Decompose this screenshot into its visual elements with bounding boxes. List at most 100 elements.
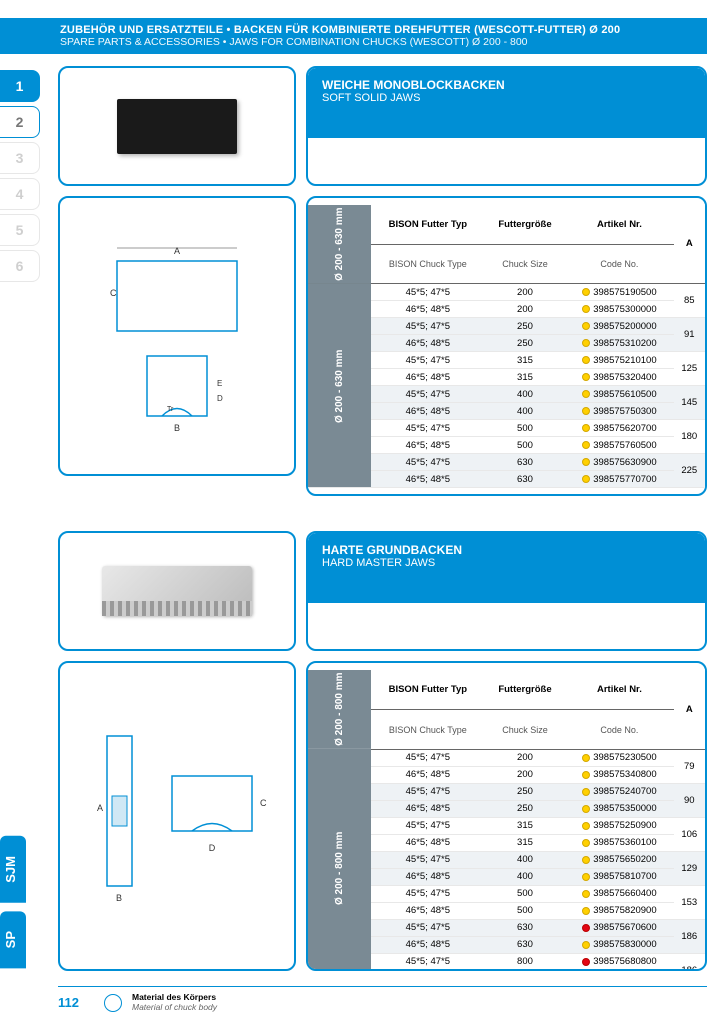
cell-type: 46*5; 48*5 (371, 301, 485, 318)
col-code-en: Code No. (565, 245, 673, 284)
table-row: Ø 200 - 630 mm45*5; 47*52003985751905008… (308, 284, 705, 301)
spec-table-soft-jaws: Ø 200 - 630 mm BISON Futter Typ Futtergr… (306, 196, 707, 496)
svg-text:A: A (97, 803, 103, 813)
tab-3[interactable]: 3 (0, 142, 40, 174)
table-row: Ø 200 - 800 mm45*5; 47*52003985752305007… (308, 749, 705, 766)
tech-drawing-master-jaws: A D C B (58, 661, 296, 971)
cell-code: 398575230500 (565, 749, 673, 766)
cell-type: 46*5; 48*5 (371, 766, 485, 783)
cell-size: 400 (485, 386, 566, 403)
cell-code: 398575670600 (565, 919, 673, 936)
cell-type: 46*5; 48*5 (371, 800, 485, 817)
svg-text:A: A (174, 246, 180, 256)
cell-size: 250 (485, 335, 566, 352)
drawing-svg-1: A C B D E Tr (92, 236, 262, 436)
cell-type: 45*5; 47*5 (371, 386, 485, 403)
cell-size: 800 (485, 953, 566, 970)
cell-code: 398575810700 (565, 868, 673, 885)
availability-dot-icon (582, 339, 590, 347)
cell-type: 45*5; 47*5 (371, 885, 485, 902)
col-size-en: Chuck Size (485, 245, 566, 284)
cell-dim-a: 85 (674, 284, 705, 318)
cell-type: 45*5; 47*5 (371, 817, 485, 834)
availability-dot-icon (582, 305, 590, 313)
tab-1[interactable]: 1 (0, 70, 40, 102)
cell-dim-a: 106 (674, 817, 705, 851)
table-row: 46*5; 48*5800398575840200 (308, 970, 705, 971)
tab-5[interactable]: 5 (0, 214, 40, 246)
spec-table-master-jaws: Ø 200 - 800 mm BISON Futter Typ Futtergr… (306, 661, 707, 971)
cell-size: 315 (485, 352, 566, 369)
cell-code: 398575820900 (565, 902, 673, 919)
availability-dot-icon (582, 475, 590, 483)
cell-size: 315 (485, 817, 566, 834)
col2-code-de: Artikel Nr. (565, 669, 673, 710)
cell-dim-a: 129 (674, 851, 705, 885)
cell-type: 45*5; 47*5 (371, 783, 485, 800)
cell-dim-a: 90 (674, 783, 705, 817)
availability-dot-icon (582, 788, 590, 796)
cell-code: 398575830000 (565, 936, 673, 953)
tab-2[interactable]: 2 (0, 106, 40, 138)
cell-dim-a: 153 (674, 885, 705, 919)
availability-dot-icon (582, 839, 590, 847)
cell-type: 45*5; 47*5 (371, 749, 485, 766)
col-a: A (674, 204, 705, 284)
cell-size: 200 (485, 749, 566, 766)
availability-dot-icon (582, 390, 590, 398)
svg-text:D: D (209, 843, 216, 853)
availability-dot-icon (582, 407, 590, 415)
cell-dim-a: 79 (674, 749, 705, 783)
side-label-sp: SP (0, 911, 26, 968)
cell-size: 250 (485, 800, 566, 817)
availability-dot-icon (582, 373, 590, 381)
header-title-de: ZUBEHÖR UND ERSATZTEILE • BACKEN FÜR KOM… (60, 24, 697, 36)
cell-type: 46*5; 48*5 (371, 335, 485, 352)
cell-code: 398575610500 (565, 386, 673, 403)
section2-title-de: HARTE GRUNDBACKEN (322, 543, 691, 557)
availability-dot-icon (582, 890, 590, 898)
cell-size: 400 (485, 851, 566, 868)
svg-text:B: B (116, 893, 122, 903)
cell-dim-a: 91 (674, 318, 705, 352)
col-type-de: BISON Futter Typ (371, 204, 485, 245)
cell-size: 630 (485, 936, 566, 953)
svg-text:Tr: Tr (167, 406, 174, 413)
cell-size: 200 (485, 766, 566, 783)
availability-dot-icon (582, 873, 590, 881)
svg-text:E: E (217, 379, 222, 388)
availability-dot-icon (582, 958, 590, 966)
availability-dot-icon (582, 441, 590, 449)
col-type-en: BISON Chuck Type (371, 245, 485, 284)
cell-size: 315 (485, 369, 566, 386)
range-header-1: Ø 200 - 630 mm (308, 204, 371, 284)
cell-code: 398575300000 (565, 301, 673, 318)
cell-dim-a: 225 (674, 454, 705, 488)
cell-size: 400 (485, 868, 566, 885)
availability-dot-icon (582, 822, 590, 830)
availability-dot-icon (582, 356, 590, 364)
tech-drawing-soft-jaws: A C B D E Tr (58, 196, 296, 476)
tab-6[interactable]: 6 (0, 250, 40, 282)
chapter-tabs: 1 2 3 4 5 6 (0, 70, 40, 286)
cell-size: 630 (485, 919, 566, 936)
cell-code: 398575340800 (565, 766, 673, 783)
cell-size: 315 (485, 834, 566, 851)
cell-code: 398575760500 (565, 437, 673, 454)
col2-code-en: Code No. (565, 710, 673, 749)
svg-text:C: C (260, 798, 267, 808)
cell-code: 398575680800 (565, 953, 673, 970)
range-cell: Ø 200 - 630 mm (308, 284, 371, 488)
cell-type: 45*5; 47*5 (371, 851, 485, 868)
cell-code: 398575210100 (565, 352, 673, 369)
cell-type: 46*5; 48*5 (371, 471, 485, 488)
availability-dot-icon (582, 941, 590, 949)
drawing-svg-2: A D C B (82, 716, 272, 916)
cell-code: 398575630900 (565, 454, 673, 471)
cell-code: 398575650200 (565, 851, 673, 868)
cell-code: 398575660400 (565, 885, 673, 902)
tab-4[interactable]: 4 (0, 178, 40, 210)
cell-dim-a: 180 (674, 420, 705, 454)
cell-size: 200 (485, 301, 566, 318)
cell-type: 46*5; 48*5 (371, 902, 485, 919)
